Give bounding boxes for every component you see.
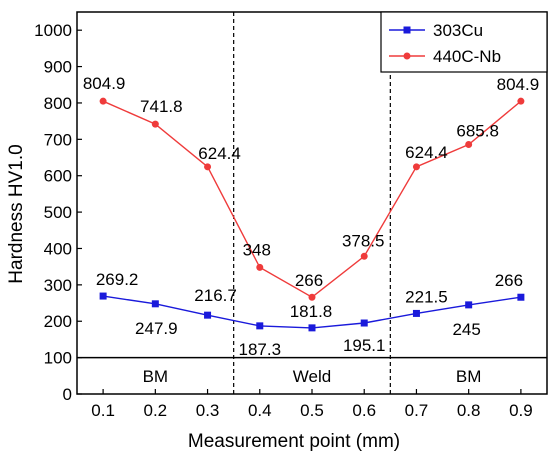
data-label: 269.2 xyxy=(96,270,139,289)
data-point xyxy=(465,301,473,309)
y-tick-label: 700 xyxy=(44,130,72,149)
y-axis-label: Hardness HV1.0 xyxy=(6,144,27,283)
legend-label: 303Cu xyxy=(433,21,483,40)
region-label: Weld xyxy=(293,367,331,386)
x-axis-label: Measurement point (mm) xyxy=(188,431,400,452)
data-label: 741.8 xyxy=(140,97,183,116)
data-label: 624.4 xyxy=(405,143,448,162)
data-label: 266 xyxy=(295,271,323,290)
x-tick-label: 0.8 xyxy=(457,401,481,420)
data-point xyxy=(360,319,368,327)
data-label: 804.9 xyxy=(83,74,126,93)
data-point xyxy=(256,322,264,330)
data-point xyxy=(99,292,107,300)
y-tick-label: 500 xyxy=(44,203,72,222)
region-label: BM xyxy=(143,367,169,386)
data-label: 187.3 xyxy=(239,340,282,359)
y-tick-label: 300 xyxy=(44,276,72,295)
data-point xyxy=(308,324,316,332)
x-tick-label: 0.7 xyxy=(405,401,429,420)
x-tick-label: 0.1 xyxy=(91,401,115,420)
y-tick-label: 900 xyxy=(44,58,72,77)
data-label: 266 xyxy=(495,271,523,290)
x-tick-label: 0.6 xyxy=(352,401,376,420)
data-point xyxy=(517,293,525,301)
data-label: 624.4 xyxy=(198,144,241,163)
data-label: 195.1 xyxy=(343,336,386,355)
x-tick-label: 0.2 xyxy=(144,401,168,420)
legend-label: 440C-Nb xyxy=(433,47,501,66)
data-label: 804.9 xyxy=(497,75,540,94)
data-label: 348 xyxy=(243,240,271,259)
y-tick-label: 600 xyxy=(44,167,72,186)
x-tick-label: 0.4 xyxy=(248,401,272,420)
data-label: 685.8 xyxy=(456,121,499,140)
x-tick-label: 0.5 xyxy=(300,401,324,420)
y-tick-label: 800 xyxy=(44,94,72,113)
legend-box xyxy=(380,11,548,73)
data-label: 247.9 xyxy=(135,319,178,338)
legend-marker xyxy=(403,52,411,60)
legend-marker xyxy=(403,26,411,34)
data-point xyxy=(412,163,420,171)
data-point xyxy=(256,263,264,271)
y-tick-label: 100 xyxy=(44,349,72,368)
data-point xyxy=(151,120,159,128)
data-point xyxy=(308,293,316,301)
data-label: 378.5 xyxy=(342,231,385,250)
data-point xyxy=(465,140,473,148)
y-tick-label: 200 xyxy=(44,312,72,331)
data-point xyxy=(517,97,525,105)
data-point xyxy=(204,311,212,319)
data-point xyxy=(360,252,368,260)
region-label: BM xyxy=(456,367,482,386)
data-label: 216.7 xyxy=(194,286,237,305)
data-label: 245 xyxy=(452,320,480,339)
y-tick-label: 0 xyxy=(63,385,72,404)
data-label: 181.8 xyxy=(290,302,333,321)
data-point xyxy=(151,300,159,308)
y-tick-label: 400 xyxy=(44,239,72,258)
data-point xyxy=(412,309,420,317)
x-tick-label: 0.9 xyxy=(509,401,533,420)
y-tick-label: 1000 xyxy=(34,21,72,40)
data-label: 221.5 xyxy=(405,287,448,306)
plot-area: BM Weld BM 0 100 200 300 400 500 600 700 800 900 1000… xyxy=(34,11,548,420)
x-tick-label: 0.3 xyxy=(196,401,220,420)
data-point xyxy=(99,97,107,105)
data-point xyxy=(204,163,212,171)
